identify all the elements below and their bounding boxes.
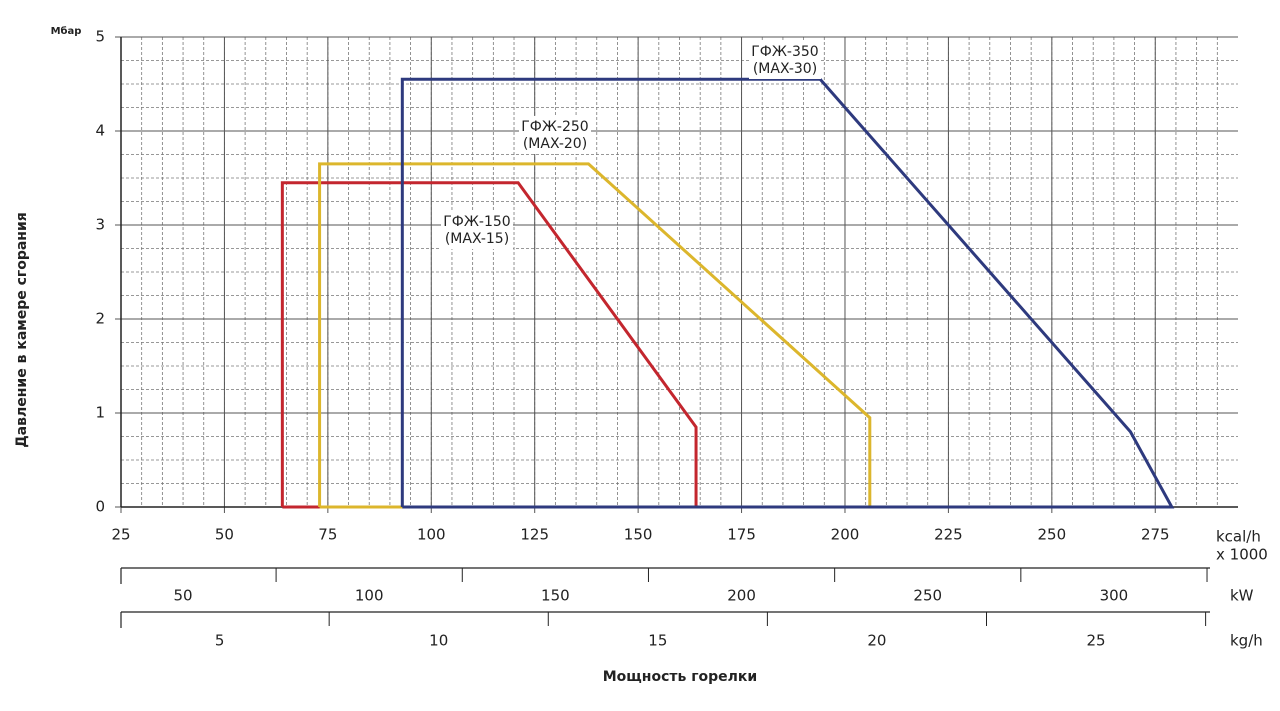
x-unit: kcal/h — [1216, 528, 1261, 546]
x-tick-label: 125 — [520, 526, 549, 544]
secondary-unit: kW — [1230, 587, 1254, 605]
secondary-tick-label: 300 — [1100, 587, 1129, 605]
x-tick-label: 75 — [318, 526, 337, 544]
series-label: ГФЖ-350 — [751, 44, 818, 60]
x-tick-label: 225 — [934, 526, 963, 544]
y-tick-label: 1 — [95, 404, 105, 422]
secondary-tick-label: 250 — [913, 587, 942, 605]
y-axis-title: Давление в камере сгорания — [14, 212, 30, 448]
x-tick-label: 250 — [1038, 526, 1067, 544]
y-tick-label: 2 — [95, 310, 105, 328]
x-tick-label: 25 — [111, 526, 130, 544]
series-label: ГФЖ-250 — [521, 119, 588, 135]
secondary-tick-label: 25 — [1087, 632, 1106, 650]
x-tick-label: 200 — [831, 526, 860, 544]
x-tick-label: 100 — [417, 526, 446, 544]
y-unit: Мбар — [51, 25, 82, 37]
series-label: ГФЖ-150 — [443, 214, 510, 230]
secondary-tick-label: 50 — [173, 587, 192, 605]
x-axis-title: Мощность горелки — [603, 669, 757, 685]
y-tick-label: 4 — [95, 122, 105, 140]
x-tick-label: 150 — [624, 526, 653, 544]
y-tick-label: 0 — [95, 498, 105, 516]
label-background — [749, 41, 821, 79]
y-tick-label: 3 — [95, 216, 105, 234]
secondary-tick-label: 200 — [727, 587, 756, 605]
series-note: (MAX-20) — [523, 136, 587, 152]
x-tick-label: 50 — [215, 526, 234, 544]
label-background — [441, 211, 513, 249]
secondary-tick-label: 15 — [648, 632, 667, 650]
label-background — [519, 116, 591, 154]
secondary-tick-label: 150 — [541, 587, 570, 605]
series-line — [400, 77, 1175, 509]
secondary-unit: kg/h — [1230, 632, 1263, 650]
series-note: (MAX-15) — [445, 231, 509, 247]
x-unit: x 1000 — [1216, 546, 1268, 564]
series-note: (MAX-30) — [753, 61, 817, 77]
x-tick-label: 175 — [727, 526, 756, 544]
secondary-tick-label: 100 — [355, 587, 384, 605]
secondary-tick-label: 20 — [867, 632, 886, 650]
secondary-tick-label: 10 — [429, 632, 448, 650]
x-tick-label: 275 — [1141, 526, 1170, 544]
y-tick-label: 5 — [95, 28, 105, 46]
secondary-tick-label: 5 — [215, 632, 225, 650]
